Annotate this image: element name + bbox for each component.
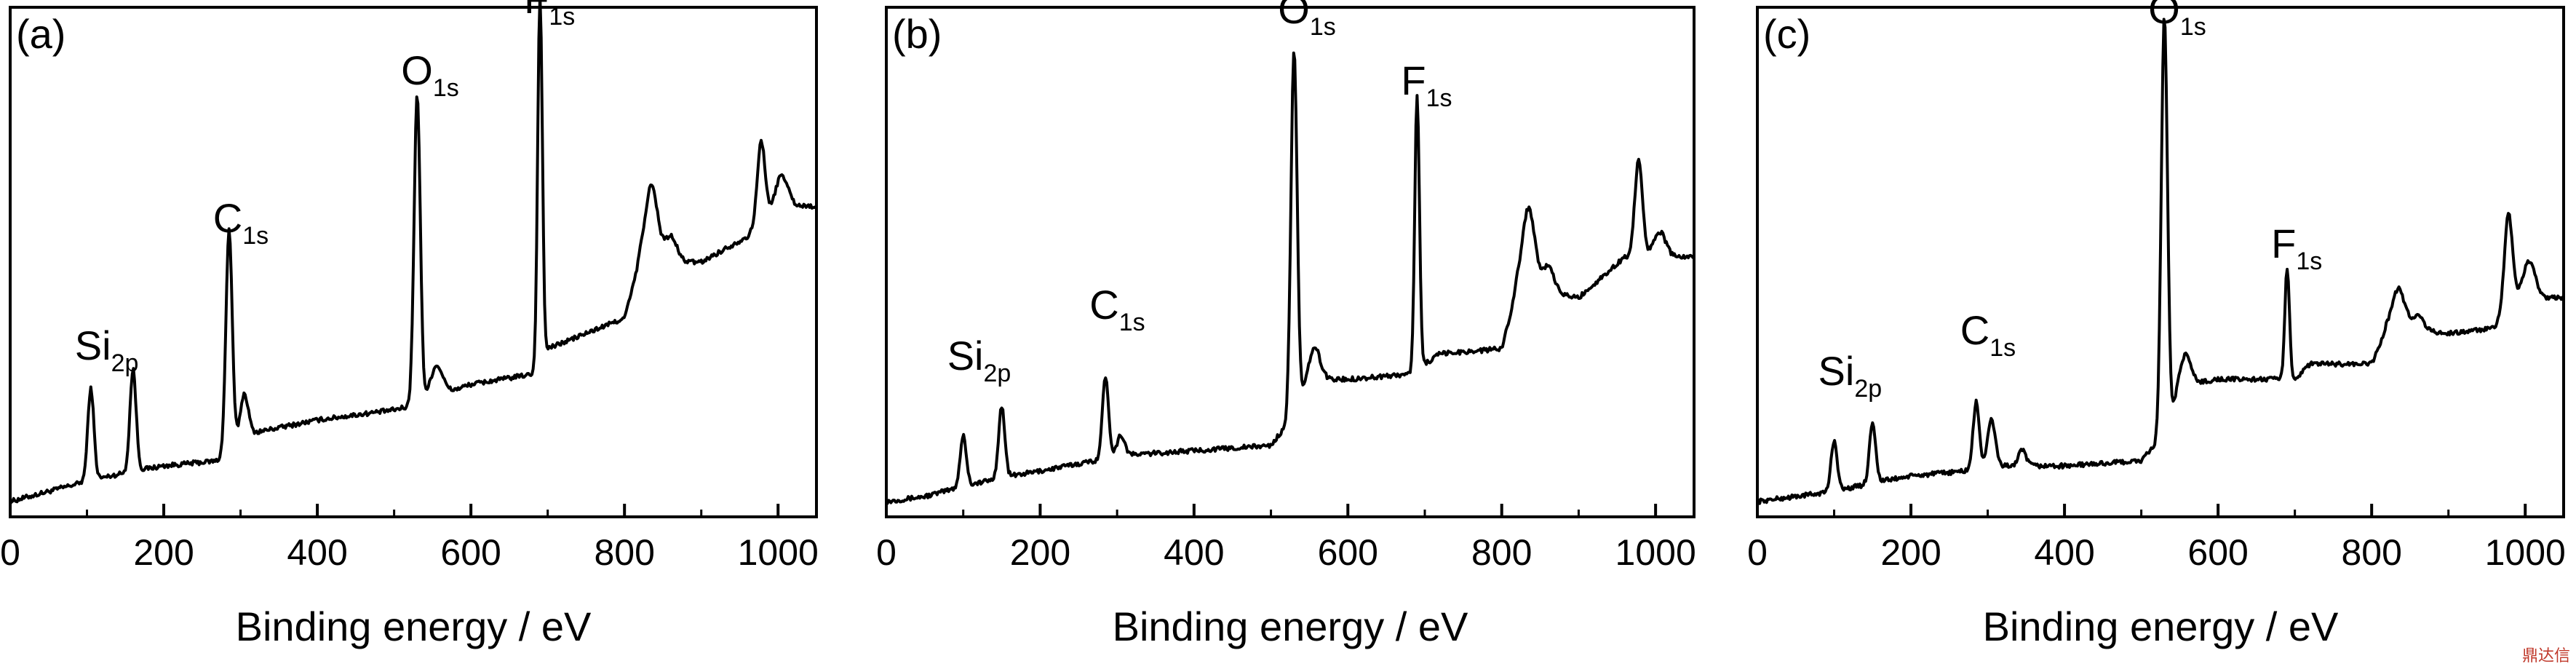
peak-label: F1s xyxy=(524,0,575,31)
peak-label: C1s xyxy=(213,195,269,250)
panel-letter: (b) xyxy=(892,11,942,57)
x-tick-label: 1000 xyxy=(1615,532,1696,573)
spectrum-line xyxy=(886,51,1696,505)
x-tick-label: 1000 xyxy=(738,532,819,573)
peak-label: O1s xyxy=(1278,0,1335,41)
peak-label: Si2p xyxy=(1818,348,1883,403)
panel-letter: (c) xyxy=(1763,11,1810,57)
x-tick-label: 0 xyxy=(1747,532,1768,573)
spectrum-line xyxy=(9,0,818,505)
peak-label: C1s xyxy=(1089,282,1145,336)
x-tick-label: 600 xyxy=(2187,532,2248,573)
x-tick-label: 1000 xyxy=(2485,532,2566,573)
x-tick-label: 800 xyxy=(594,532,654,573)
x-axis-title: Binding energy / eV xyxy=(236,603,592,649)
x-tick-label: 600 xyxy=(1318,532,1378,573)
x-tick-label: 800 xyxy=(2341,532,2401,573)
watermark-logo: 鼎达信 xyxy=(2521,647,2570,665)
x-tick-label: 800 xyxy=(1471,532,1532,573)
x-tick-label: 200 xyxy=(1010,532,1070,573)
panel-letter: (a) xyxy=(16,11,65,57)
x-tick-label: 200 xyxy=(1880,532,1941,573)
peak-label: F1s xyxy=(2271,221,2322,275)
plot-frame xyxy=(885,6,1696,518)
x-tick-label: 400 xyxy=(1164,532,1224,573)
plot-frame xyxy=(1756,6,2565,518)
x-tick-label: 200 xyxy=(133,532,194,573)
peak-label: C1s xyxy=(1960,307,2016,362)
peak-label: Si2p xyxy=(75,322,139,377)
plot-frame xyxy=(9,6,818,518)
peak-label: Si2p xyxy=(947,333,1011,387)
spectrum-line xyxy=(1756,17,2565,505)
panel-2: 0 200 400 600 800 1000 Binding energy / eV (c) S… xyxy=(1747,0,2566,649)
peak-label: O1s xyxy=(401,47,458,102)
x-tick-label: 400 xyxy=(2034,532,2094,573)
peak-label: O1s xyxy=(2148,0,2206,41)
peak-label: F1s xyxy=(1401,58,1452,112)
x-tick-label: 600 xyxy=(440,532,501,573)
panel-0: 0 200 400 600 800 1000 Binding energy / eV (a) S… xyxy=(0,0,819,649)
x-tick-label: 0 xyxy=(0,532,20,573)
x-tick-label: 400 xyxy=(287,532,347,573)
x-axis-title: Binding energy / eV xyxy=(1113,603,1468,649)
x-tick-label: 0 xyxy=(876,532,897,573)
panel-1: 0 200 400 600 800 1000 Binding energy / eV (b) S… xyxy=(876,0,1696,649)
x-axis-title: Binding energy / eV xyxy=(1983,603,2339,649)
